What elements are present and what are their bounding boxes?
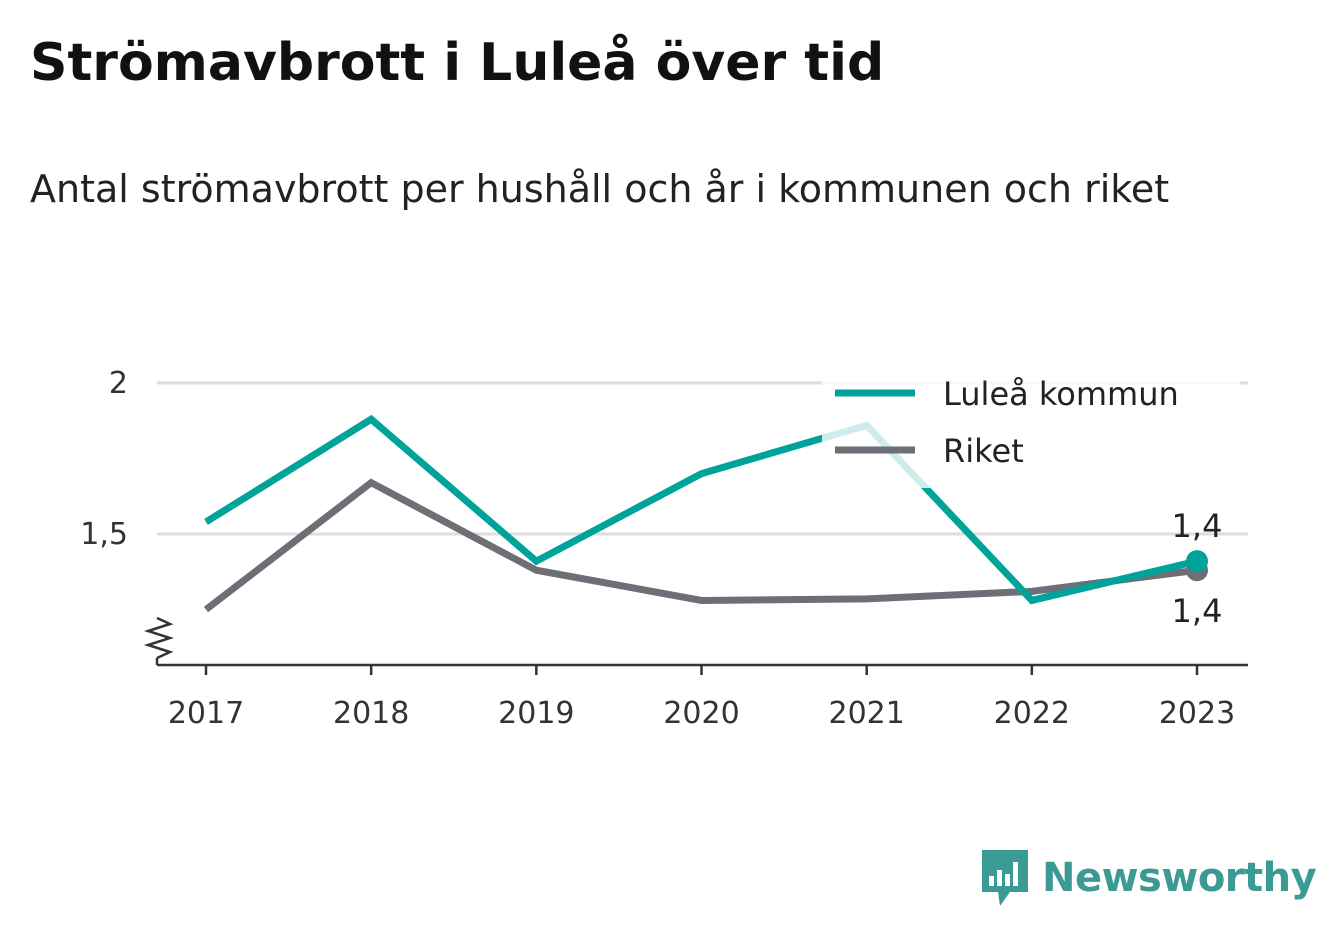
end-value-label: 1,4 [1172,592,1223,630]
chart-title: Strömavbrott i Luleå över tid [30,33,885,93]
y-tick-label: 1,5 [80,517,128,552]
legend-label: Riket [943,432,1024,470]
x-tick-label: 2020 [663,696,739,731]
legend-label: Luleå kommun [943,375,1179,413]
end-point-marker [1186,550,1208,573]
axis-break-icon [143,616,175,660]
y-tick-label: 2 [109,366,128,401]
series-lines [203,414,1208,613]
x-tick-label: 2021 [828,696,904,731]
brand-name: Newsworthy [1042,855,1317,901]
line-chart: 1,5 2 2017 2018 2019 2020 2021 2022 2023 Luleå … [80,366,1248,731]
newsworthy-bars-icon [982,850,1028,906]
series-line-1 [203,478,1198,613]
x-tick-label: 2023 [1159,696,1235,731]
end-value-label: 1,4 [1172,507,1223,545]
x-axis: 2017 2018 2019 2020 2021 2022 2023 [143,616,1248,731]
series-line-0 [204,414,1198,605]
chart-subtitle: Antal strömavbrott per hushåll och år i … [30,167,1170,211]
newsworthy-logo: Newsworthy [980,848,1317,908]
x-tick-label: 2019 [498,696,574,731]
x-tick-label: 2022 [994,696,1070,731]
x-tick-label: 2017 [168,696,244,731]
legend: Luleå kommun Riket [822,368,1240,488]
end-labels: 1,4 1,4 [1172,507,1223,630]
legend-background [822,368,1240,488]
x-tick-label: 2018 [333,696,409,731]
